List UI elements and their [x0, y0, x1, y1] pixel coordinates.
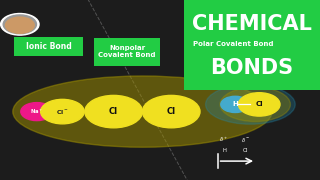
- Text: Ionic Bond: Ionic Bond: [26, 42, 72, 51]
- Text: Nonpolar
Covalent Bond: Nonpolar Covalent Bond: [99, 45, 156, 58]
- Text: H: H: [232, 101, 238, 107]
- Text: BONDS: BONDS: [211, 57, 293, 78]
- FancyBboxPatch shape: [94, 38, 160, 66]
- Text: Cl: Cl: [167, 107, 176, 116]
- Ellipse shape: [220, 87, 291, 122]
- FancyBboxPatch shape: [14, 37, 83, 56]
- Text: H: H: [222, 148, 226, 153]
- Text: CHEMICAL: CHEMICAL: [192, 14, 312, 34]
- Circle shape: [85, 95, 142, 128]
- Text: Cl$^-$: Cl$^-$: [56, 108, 69, 116]
- Text: $\delta^+$: $\delta^+$: [220, 135, 228, 144]
- Text: Na$^+$: Na$^+$: [30, 107, 44, 116]
- Circle shape: [3, 15, 36, 34]
- Circle shape: [142, 95, 200, 128]
- Ellipse shape: [13, 76, 272, 147]
- Circle shape: [238, 93, 280, 116]
- Circle shape: [41, 99, 84, 124]
- Circle shape: [21, 103, 53, 121]
- Text: $\delta^-$: $\delta^-$: [241, 136, 250, 143]
- Circle shape: [1, 14, 39, 35]
- Text: Cl: Cl: [243, 148, 248, 153]
- FancyBboxPatch shape: [184, 0, 320, 90]
- Text: Polar Covalent Bond: Polar Covalent Bond: [193, 41, 273, 47]
- Circle shape: [221, 96, 250, 112]
- FancyBboxPatch shape: [192, 35, 274, 53]
- Text: Cl: Cl: [255, 101, 263, 107]
- Ellipse shape: [205, 85, 295, 124]
- Circle shape: [5, 17, 34, 33]
- Text: Cl: Cl: [109, 107, 118, 116]
